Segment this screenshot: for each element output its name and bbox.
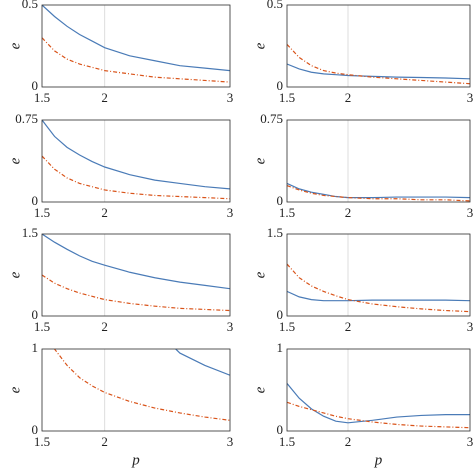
y-axis-label: e (252, 386, 268, 393)
line (287, 182, 470, 199)
plot-frame (41, 119, 231, 203)
x-tick-label: 3 (227, 205, 234, 220)
x-tick-label: 1.5 (34, 319, 50, 334)
subplot: 1.5 2 301.5e (7, 225, 233, 334)
y-tick-label: 0 (32, 78, 39, 93)
x-tick-label: 3 (467, 205, 474, 220)
line (287, 185, 470, 202)
x-tick-label: 1.5 (34, 205, 50, 220)
y-tick-label: 0 (32, 193, 39, 208)
x-axis-label: p (131, 452, 140, 468)
line (42, 5, 230, 72)
y-tick-label: 0.5 (22, 0, 38, 11)
plot-frame (41, 348, 231, 432)
x-tick-label: 2 (345, 205, 352, 220)
y-tick-label: 0 (277, 307, 284, 322)
plot-frame (41, 233, 231, 317)
x-tick-label: 2 (345, 319, 352, 334)
y-tick-label: 0 (277, 78, 284, 93)
line (174, 349, 230, 376)
x-tick-label: 2 (101, 434, 108, 449)
subplot: 1.5 2 301.5e (252, 225, 473, 334)
y-tick-label: 1 (277, 340, 284, 355)
y-axis-label: e (7, 157, 23, 164)
y-tick-label: 0 (32, 422, 39, 437)
x-tick-label: 2 (345, 90, 352, 105)
plot-frame (286, 119, 471, 203)
x-tick-label: 3 (227, 90, 234, 105)
x-tick-label: 1.5 (279, 90, 295, 105)
y-tick-label: 1 (32, 340, 39, 355)
subplot: 1.5 2 3 0 0.5 e (7, 0, 233, 105)
y-tick-label: 1.5 (267, 225, 283, 240)
subplot: 1.5 2 3 0 1 e p (252, 340, 473, 468)
y-axis-label: e (7, 42, 23, 49)
x-tick-label: 2 (101, 319, 108, 334)
x-tick-label: 1.5 (34, 90, 50, 105)
y-axis-label: e (252, 271, 268, 278)
y-axis-label: e (252, 42, 268, 49)
line (42, 37, 230, 83)
line (287, 383, 470, 424)
line (287, 263, 470, 313)
subplot: 1.5 2 3 0 0.75 e (7, 111, 233, 220)
line (287, 401, 470, 429)
line (53, 349, 230, 421)
x-tick-label: 3 (467, 319, 474, 334)
plot-frame (41, 4, 231, 88)
y-axis-label: e (7, 271, 23, 278)
subplot: 1.5 2 3 0 0.75 e (252, 111, 473, 220)
x-tick-label: 2 (101, 205, 108, 220)
x-tick-label: 1.5 (279, 434, 295, 449)
subplot: 1.5 2 3 0 0.5 e (252, 0, 473, 105)
x-tick-label: 3 (227, 434, 234, 449)
x-tick-label: 3 (467, 90, 474, 105)
x-tick-label: 2 (345, 434, 352, 449)
line (287, 290, 470, 302)
y-tick-label: 0 (277, 193, 284, 208)
line (287, 63, 470, 80)
x-tick-label: 1.5 (34, 434, 50, 449)
y-tick-label: 0 (32, 307, 39, 322)
line (42, 274, 230, 312)
line (42, 155, 230, 200)
plot-frame (286, 233, 471, 317)
y-tick-label: 0 (277, 422, 284, 437)
plot-frame (286, 4, 471, 88)
line (42, 234, 230, 290)
x-tick-label: 3 (227, 319, 234, 334)
y-tick-label: 0.5 (267, 0, 283, 11)
y-tick-label: 0.75 (260, 111, 283, 126)
line (287, 43, 470, 85)
y-axis-label: e (7, 386, 23, 393)
x-tick-label: 1.5 (279, 319, 295, 334)
y-tick-label: 0.75 (15, 111, 38, 126)
x-tick-label: 3 (467, 434, 474, 449)
plot-frame (286, 348, 471, 432)
x-tick-label: 1.5 (279, 205, 295, 220)
subplot: 1.5 2 3 0 1 e p (7, 340, 234, 468)
x-axis-label: p (374, 452, 383, 468)
y-axis-label: e (252, 157, 268, 164)
y-tick-label: 1.5 (22, 225, 38, 240)
line (42, 120, 230, 190)
x-tick-label: 2 (101, 90, 108, 105)
